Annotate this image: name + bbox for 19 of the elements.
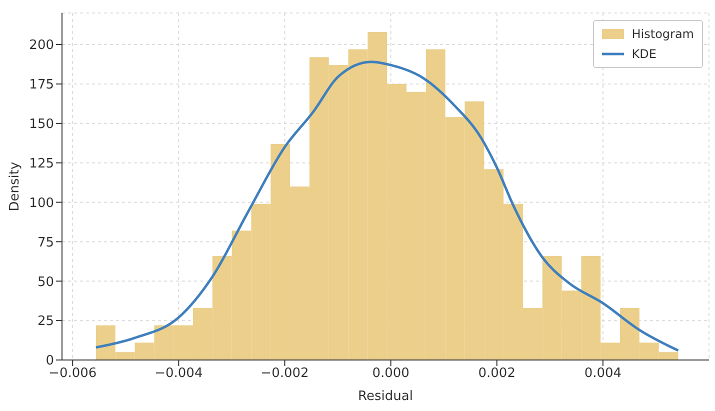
y-tick-label: 200 <box>29 38 54 54</box>
y-tick-label: 100 <box>29 196 54 211</box>
x-tick-label: 0.002 <box>478 366 516 382</box>
y-tick-label: 25 <box>37 314 54 330</box>
legend-label: Histogram <box>632 26 694 43</box>
y-tick-label: 150 <box>29 117 54 132</box>
x-axis-title: Residual <box>358 389 413 404</box>
y-tick-label: 50 <box>37 274 54 290</box>
x-tick-label: 0.000 <box>372 366 410 382</box>
y-tick-label: 125 <box>29 156 54 172</box>
x-tick-label: −0.006 <box>48 366 97 382</box>
y-tick-label: 75 <box>37 235 54 250</box>
y-axis-title: Density <box>8 161 23 212</box>
x-tick-label: −0.002 <box>260 366 309 382</box>
legend-label: KDE <box>632 46 656 63</box>
y-tick-label: 0 <box>46 354 54 369</box>
y-tick-label: 175 <box>29 78 54 93</box>
x-tick-label: −0.004 <box>154 366 203 382</box>
x-tick-label: 0.004 <box>584 366 622 382</box>
